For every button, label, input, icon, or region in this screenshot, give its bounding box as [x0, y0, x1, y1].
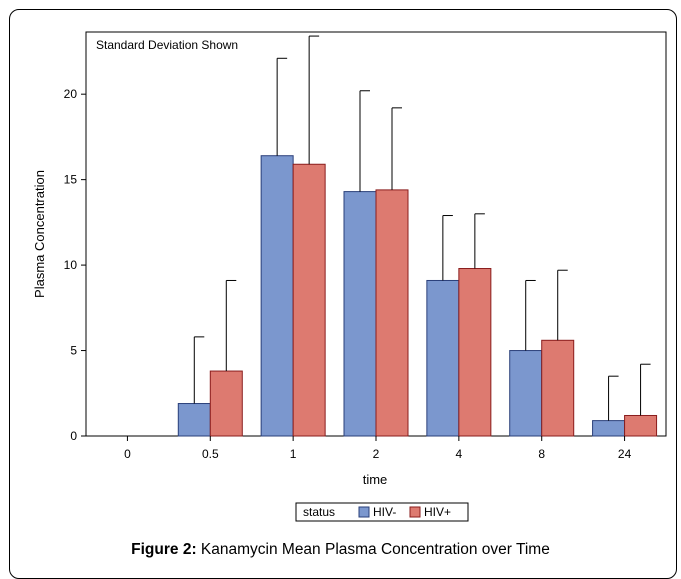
error-bar-hiv-pos-2 [391, 107, 402, 190]
bar-hiv-pos-0.5 [209, 370, 243, 437]
legend: status HIV- HIV+ [295, 502, 469, 522]
bar-hiv-pos-8 [541, 339, 575, 437]
x-tick-label-4: 4 [456, 447, 463, 461]
bar-hiv-pos-1 [292, 163, 326, 437]
caption-label: Figure 2: [131, 541, 197, 558]
caption-text: Kanamycin Mean Plasma Concentration over… [200, 541, 550, 558]
legend-label-hiv-neg: HIV- [373, 505, 396, 519]
bar-hiv-neg-0.5 [177, 403, 211, 437]
y-tick-label-10: 10 [64, 258, 78, 272]
bar-hiv-neg-1 [260, 155, 294, 437]
bar-hiv-neg-2 [343, 191, 377, 437]
chart-annotation: Standard Deviation Shown [96, 38, 238, 52]
error-bar-hiv-neg-4 [442, 215, 453, 281]
legend-swatch-hiv-neg [358, 506, 370, 518]
error-bar-hiv-neg-0.5 [193, 336, 205, 404]
y-tick-label-0: 0 [70, 429, 77, 443]
error-bar-hiv-pos-4 [474, 213, 485, 269]
legend-title: status [303, 505, 335, 519]
y-tick-label-20: 20 [64, 87, 78, 101]
error-bar-hiv-pos-0.5 [225, 279, 237, 372]
error-bar-hiv-pos-1 [308, 35, 320, 165]
x-tick-label-0: 0 [124, 447, 131, 461]
legend-box [295, 502, 469, 522]
legend-label-hiv-pos: HIV+ [424, 505, 451, 519]
figure-caption: Figure 2: Kanamycin Mean Plasma Concentr… [0, 541, 681, 559]
x-tick-label-1: 1 [290, 447, 297, 461]
legend-swatch-hiv-pos [409, 506, 421, 518]
bar-hiv-pos-4 [458, 268, 492, 437]
y-axis-label: Plasma Concentration [32, 170, 47, 298]
x-axis-label: time [363, 472, 388, 487]
bar-hiv-neg-24 [592, 420, 626, 437]
x-tick-label-2: 2 [373, 447, 380, 461]
bar-hiv-neg-4 [426, 279, 460, 437]
bar-chart: Standard Deviation Shown 0 5 10 15 20 0 0.5 1 2… [32, 31, 667, 522]
bar-hiv-neg-8 [509, 350, 543, 437]
error-bar-hiv-neg-8 [525, 279, 536, 351]
x-tick-label-8: 8 [538, 447, 545, 461]
error-bar-hiv-neg-24 [608, 375, 619, 421]
error-bar-hiv-pos-24 [640, 363, 651, 416]
bar-hiv-pos-2 [375, 189, 409, 437]
error-bar-hiv-pos-8 [557, 269, 568, 341]
error-bar-hiv-neg-2 [359, 90, 370, 192]
x-tick-label-0.5: 0.5 [202, 447, 219, 461]
bar-hiv-pos-24 [624, 414, 658, 437]
error-bar-hiv-neg-1 [276, 57, 288, 156]
y-tick-label-15: 15 [64, 173, 78, 187]
x-tick-label-24: 24 [618, 447, 632, 461]
y-tick-label-5: 5 [70, 344, 77, 358]
